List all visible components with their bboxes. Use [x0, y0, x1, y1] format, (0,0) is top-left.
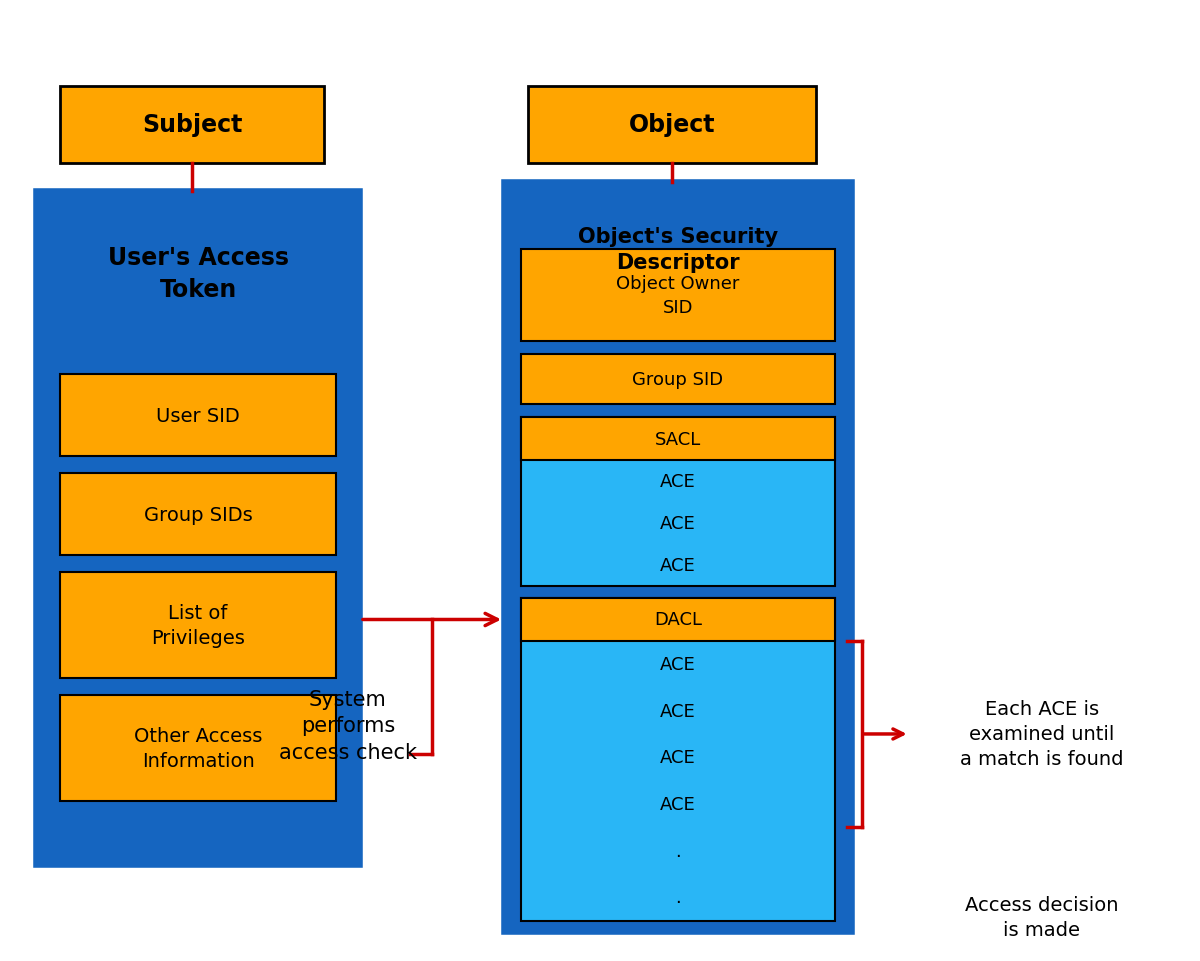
Text: User's Access
Token: User's Access Token	[108, 246, 288, 302]
Text: ACE: ACE	[660, 556, 696, 575]
FancyBboxPatch shape	[60, 375, 336, 456]
Text: Each ACE is
examined until
a match is found: Each ACE is examined until a match is fo…	[960, 700, 1123, 769]
Text: Object Owner
SID: Object Owner SID	[617, 275, 739, 316]
Text: Object's Security
Descriptor: Object's Security Descriptor	[578, 227, 778, 273]
Text: ACE: ACE	[660, 514, 696, 532]
FancyBboxPatch shape	[521, 599, 835, 921]
Text: Object: Object	[629, 113, 715, 136]
Text: Group SID: Group SID	[632, 371, 724, 388]
Text: System
performs
access check: System performs access check	[278, 689, 418, 762]
FancyBboxPatch shape	[60, 86, 324, 163]
FancyBboxPatch shape	[528, 86, 816, 163]
Text: .: .	[676, 842, 680, 860]
Text: SACL: SACL	[655, 431, 701, 448]
FancyBboxPatch shape	[521, 418, 835, 586]
FancyBboxPatch shape	[60, 573, 336, 678]
Text: List of
Privileges: List of Privileges	[151, 604, 245, 648]
FancyBboxPatch shape	[504, 183, 852, 932]
Text: Access decision
is made: Access decision is made	[965, 895, 1118, 939]
FancyBboxPatch shape	[521, 250, 835, 341]
FancyBboxPatch shape	[521, 418, 835, 460]
Text: ACE: ACE	[660, 702, 696, 720]
FancyBboxPatch shape	[60, 696, 336, 801]
Text: ACE: ACE	[660, 749, 696, 767]
Text: .: .	[676, 888, 680, 906]
Text: Group SIDs: Group SIDs	[144, 505, 252, 524]
Text: ACE: ACE	[660, 472, 696, 490]
Text: ACE: ACE	[660, 795, 696, 813]
FancyBboxPatch shape	[521, 355, 835, 405]
FancyBboxPatch shape	[36, 192, 360, 865]
FancyBboxPatch shape	[60, 474, 336, 555]
Text: Other Access
Information: Other Access Information	[134, 727, 262, 771]
FancyBboxPatch shape	[521, 599, 835, 641]
Text: DACL: DACL	[654, 611, 702, 628]
Text: User SID: User SID	[156, 407, 240, 425]
Text: ACE: ACE	[660, 655, 696, 674]
Text: Subject: Subject	[142, 113, 242, 136]
